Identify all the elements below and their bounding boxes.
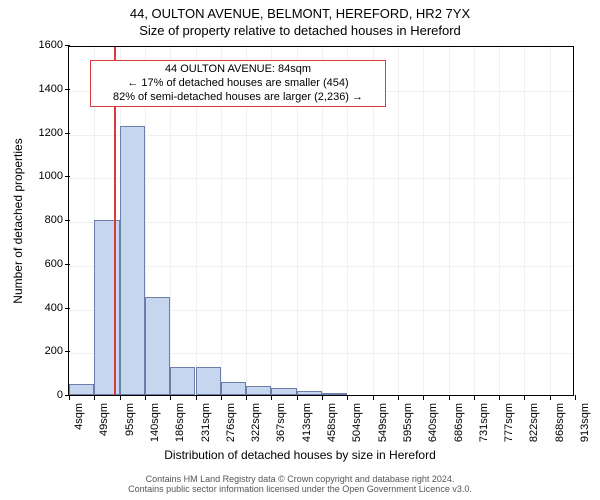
x-tick-label: 231sqm [200, 395, 212, 442]
x-tick-label: 549sqm [377, 395, 389, 442]
x-tick-mark [69, 395, 70, 400]
y-tick-label: 1600 [39, 39, 69, 51]
x-tick-label: 504sqm [351, 395, 363, 442]
histogram-bar [94, 220, 119, 395]
x-tick-label: 367sqm [275, 395, 287, 442]
x-tick-label: 49sqm [98, 395, 110, 436]
histogram-bar [246, 386, 271, 395]
footer-line-1: Contains HM Land Registry data © Crown c… [0, 474, 600, 484]
x-tick-mark [423, 395, 424, 400]
x-tick-mark [297, 395, 298, 400]
histogram-bar [170, 367, 195, 395]
histogram-bar [120, 126, 145, 395]
x-tick-label: 686sqm [453, 395, 465, 442]
y-tick-label: 1000 [39, 170, 69, 182]
x-tick-label: 413sqm [301, 395, 313, 442]
x-tick-label: 186sqm [174, 395, 186, 442]
y-tick-label: 1200 [39, 127, 69, 139]
x-tick-mark [246, 395, 247, 400]
footer-line-2: Contains public sector information licen… [0, 484, 600, 494]
gridline-v [398, 47, 399, 395]
x-tick-mark [170, 395, 171, 400]
x-tick-mark [575, 395, 576, 400]
gridline-v [423, 47, 424, 395]
x-tick-mark [474, 395, 475, 400]
x-tick-label: 868sqm [554, 395, 566, 442]
x-tick-mark [524, 395, 525, 400]
chart-title-2: Size of property relative to detached ho… [0, 21, 600, 38]
y-axis-label: Number of detached properties [11, 138, 25, 303]
x-tick-label: 640sqm [427, 395, 439, 442]
x-tick-mark [347, 395, 348, 400]
x-tick-label: 276sqm [225, 395, 237, 442]
annotation-line-2: ← 17% of detached houses are smaller (45… [97, 77, 379, 91]
x-tick-mark [499, 395, 500, 400]
histogram-bar [271, 388, 296, 395]
histogram-bar [297, 391, 322, 395]
histogram-bar [322, 393, 347, 395]
histogram-bar [69, 384, 94, 395]
x-tick-mark [120, 395, 121, 400]
x-tick-label: 322sqm [250, 395, 262, 442]
x-tick-mark [398, 395, 399, 400]
y-tick-label: 800 [45, 214, 69, 226]
x-tick-mark [373, 395, 374, 400]
y-tick-label: 1400 [39, 83, 69, 95]
chart-title-1: 44, OULTON AVENUE, BELMONT, HEREFORD, HR… [0, 0, 600, 21]
y-tick-label: 0 [57, 389, 69, 401]
x-tick-label: 4sqm [73, 395, 85, 430]
x-tick-label: 822sqm [528, 395, 540, 442]
histogram-bar [221, 382, 246, 395]
gridline-v [550, 47, 551, 395]
gridline-v [524, 47, 525, 395]
x-tick-label: 95sqm [124, 395, 136, 436]
histogram-bar [196, 367, 221, 395]
gridline-v [474, 47, 475, 395]
x-axis-label: Distribution of detached houses by size … [164, 448, 435, 462]
x-tick-mark [145, 395, 146, 400]
histogram-bar [145, 297, 170, 395]
annotation-box: 44 OULTON AVENUE: 84sqm ← 17% of detache… [90, 60, 386, 107]
x-tick-mark [271, 395, 272, 400]
footer-attribution: Contains HM Land Registry data © Crown c… [0, 474, 600, 494]
x-tick-label: 731sqm [478, 395, 490, 442]
x-tick-mark [196, 395, 197, 400]
gridline-v [449, 47, 450, 395]
x-tick-mark [94, 395, 95, 400]
x-tick-mark [449, 395, 450, 400]
x-tick-mark [322, 395, 323, 400]
annotation-line-3: 82% of semi-detached houses are larger (… [97, 91, 379, 105]
gridline-v [499, 47, 500, 395]
y-tick-label: 200 [45, 345, 69, 357]
x-tick-mark [221, 395, 222, 400]
x-tick-label: 595sqm [402, 395, 414, 442]
y-tick-label: 400 [45, 302, 69, 314]
x-tick-mark [550, 395, 551, 400]
x-tick-label: 777sqm [503, 395, 515, 442]
annotation-line-1: 44 OULTON AVENUE: 84sqm [97, 63, 379, 77]
x-tick-label: 140sqm [149, 395, 161, 442]
x-tick-label: 913sqm [579, 395, 591, 442]
x-tick-label: 458sqm [326, 395, 338, 442]
y-tick-label: 600 [45, 258, 69, 270]
